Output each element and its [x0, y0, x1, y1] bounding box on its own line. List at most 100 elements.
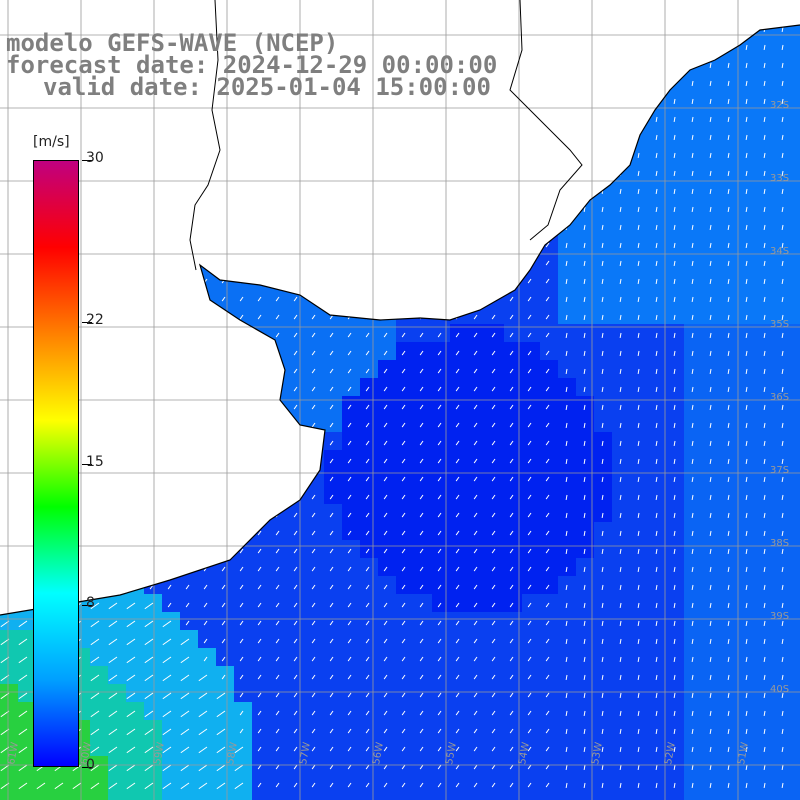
wind-arrow — [257, 566, 262, 572]
wind-arrow — [565, 548, 568, 555]
wind-arrow — [275, 332, 280, 338]
wind-cell — [792, 324, 800, 343]
wind-arrow — [545, 548, 550, 554]
wind-arrow — [401, 548, 406, 554]
latitude-label: 36S — [770, 392, 789, 403]
wind-arrow — [347, 368, 352, 374]
wind-cell — [0, 648, 19, 667]
wind-arrow — [365, 602, 370, 608]
wind-arrow — [655, 404, 658, 411]
wind-arrow — [745, 188, 748, 195]
wind-arrow — [311, 548, 316, 554]
wind-arrow — [619, 530, 622, 537]
wind-arrow — [419, 566, 424, 572]
wind-arrow — [275, 710, 280, 716]
wind-arrow — [383, 404, 388, 410]
wind-arrow — [655, 170, 658, 177]
wind-arrow — [108, 656, 118, 664]
wind-arrow — [311, 602, 316, 608]
wind-cell — [792, 432, 800, 451]
wind-arrow — [347, 764, 352, 770]
wind-arrow — [727, 404, 730, 411]
wind-arrow — [565, 242, 568, 249]
wind-arrow — [126, 710, 136, 718]
wind-arrow — [709, 188, 712, 195]
wind-arrow — [781, 98, 784, 105]
wind-arrow — [583, 314, 586, 321]
wind-arrow — [437, 476, 442, 482]
wind-cell — [414, 792, 433, 800]
wind-arrow — [347, 332, 352, 338]
wind-arrow — [691, 242, 694, 249]
wind-arrow — [329, 620, 334, 626]
wind-arrow — [275, 782, 280, 788]
wind-arrow — [727, 134, 730, 141]
wind-arrow — [221, 296, 226, 302]
wind-arrow — [108, 638, 118, 646]
wind-cell — [792, 504, 800, 523]
wind-cell — [612, 792, 631, 800]
wind-arrow — [745, 278, 748, 285]
wind-arrow — [162, 764, 172, 772]
wind-arrow — [545, 476, 550, 482]
wind-arrow — [637, 242, 640, 249]
wind-arrow — [673, 134, 676, 141]
wind-cell — [216, 720, 235, 739]
wind-arrow — [365, 656, 370, 662]
wind-arrow — [637, 404, 640, 411]
wind-arrow — [216, 728, 226, 736]
wind-arrow — [437, 530, 442, 536]
wind-arrow — [763, 782, 766, 789]
wind-arrow — [473, 350, 478, 356]
uruguay-border — [509, 0, 583, 241]
wind-arrow — [527, 422, 532, 428]
wind-arrow — [437, 458, 442, 464]
wind-cell — [594, 792, 613, 800]
wind-cell — [198, 774, 217, 793]
wind-arrow — [619, 728, 622, 735]
wind-arrow — [401, 368, 406, 374]
wind-arrow — [691, 512, 694, 519]
wind-arrow — [437, 710, 442, 716]
wind-arrow — [673, 458, 676, 465]
wind-arrow — [727, 566, 730, 573]
wind-arrow — [491, 782, 496, 788]
wind-arrow — [311, 422, 316, 428]
wind-arrow — [709, 710, 712, 717]
wind-arrow — [221, 638, 226, 644]
wind-arrow — [329, 404, 334, 410]
wind-arrow — [239, 692, 244, 698]
wind-arrow — [509, 548, 514, 554]
wind-arrow — [275, 692, 280, 698]
wind-arrow — [601, 476, 604, 483]
wind-cell — [108, 630, 127, 649]
wind-cell — [198, 792, 217, 800]
wind-arrow — [763, 440, 766, 447]
wind-arrow — [655, 746, 658, 753]
wind-arrow — [419, 656, 424, 662]
wind-arrow — [311, 656, 316, 662]
wind-arrow — [727, 692, 730, 699]
wind-arrow — [473, 746, 478, 752]
wind-arrow — [257, 692, 262, 698]
wind-arrow — [257, 314, 262, 320]
wind-arrow — [763, 152, 766, 159]
wind-arrow — [473, 764, 478, 770]
wind-arrow — [311, 764, 316, 770]
wind-arrow — [781, 746, 784, 753]
wind-arrow — [545, 530, 550, 536]
wind-cell — [198, 684, 217, 703]
wind-arrow — [419, 728, 424, 734]
wind-arrow — [491, 476, 496, 482]
wind-arrow — [763, 116, 766, 123]
wind-arrow — [347, 350, 352, 356]
wind-arrow — [745, 458, 748, 465]
wind-arrow — [401, 728, 406, 734]
wind-arrow — [601, 242, 604, 249]
wind-arrow — [745, 242, 748, 249]
wind-arrow — [673, 440, 676, 447]
wind-arrow — [637, 728, 640, 735]
wind-arrow — [365, 566, 370, 572]
wind-arrow — [637, 368, 640, 375]
wind-arrow — [329, 656, 334, 662]
